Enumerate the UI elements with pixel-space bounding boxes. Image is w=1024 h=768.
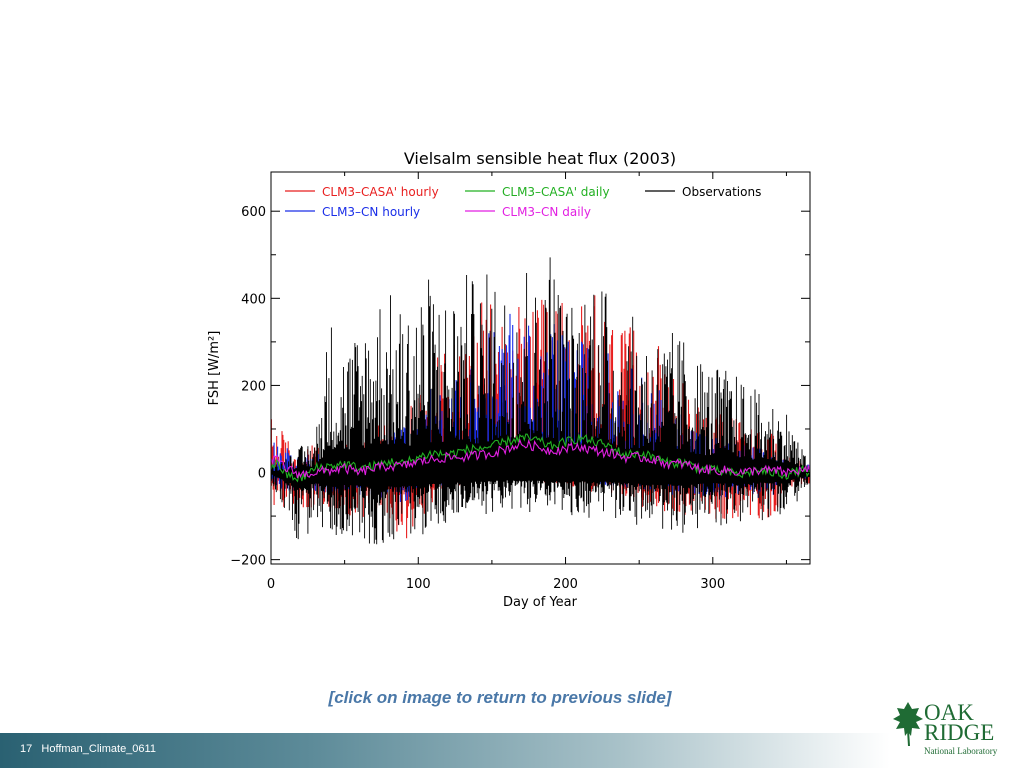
series-observations [270,257,810,545]
series-line [270,257,810,545]
legend-entry: CLM3–CN hourly [285,205,420,219]
x-tick-label: 100 [406,577,431,592]
x-axis-label: Day of Year [503,595,578,610]
chart-title: Vielsalm sensible heat flux (2003) [404,149,676,168]
footer-bar: 17 Hoffman_Climate_0611 [0,733,890,768]
logo-text-oak: OAK [924,700,974,725]
legend-label: CLM3–CASA' hourly [322,185,439,199]
x-tick-label: 0 [267,577,275,592]
legend-entry: CLM3–CN daily [465,205,591,219]
y-tick-label: 0 [258,467,266,482]
legend-label: Observations [682,185,761,199]
oak-ridge-logo: OAK RIDGE National Laboratory [890,700,1020,762]
x-tick-label: 200 [553,577,578,592]
legend: CLM3–CASA' hourly CLM3–CASA' daily Observa… [285,185,761,219]
y-tick-label: 200 [241,379,266,394]
legend-label: CLM3–CN daily [502,205,591,219]
logo-text-lab: National Laboratory [924,746,998,756]
oak-leaf-icon [893,702,923,747]
legend-label: CLM3–CASA' daily [502,185,610,199]
plot-area [270,257,811,545]
y-tick-label: 400 [241,292,266,307]
footer-text: 17 Hoffman_Climate_0611 [20,743,156,755]
legend-entry: Observations [645,185,761,199]
return-link[interactable]: [click on image to return to previous sl… [328,688,672,707]
legend-entry: CLM3–CASA' hourly [285,185,439,199]
legend-label: CLM3–CN hourly [322,205,420,219]
y-tick-label: −200 [230,554,266,569]
x-tick-label: 300 [700,577,725,592]
logo-text-ridge: RIDGE [924,720,995,745]
y-axis-label: FSH [W/m²] [207,331,222,406]
y-tick-label: 600 [241,205,266,220]
plot-frame [270,171,811,565]
series-line [270,438,811,479]
series-clm3-cn-daily [270,438,811,479]
legend-entry: CLM3–CASA' daily [465,185,610,199]
